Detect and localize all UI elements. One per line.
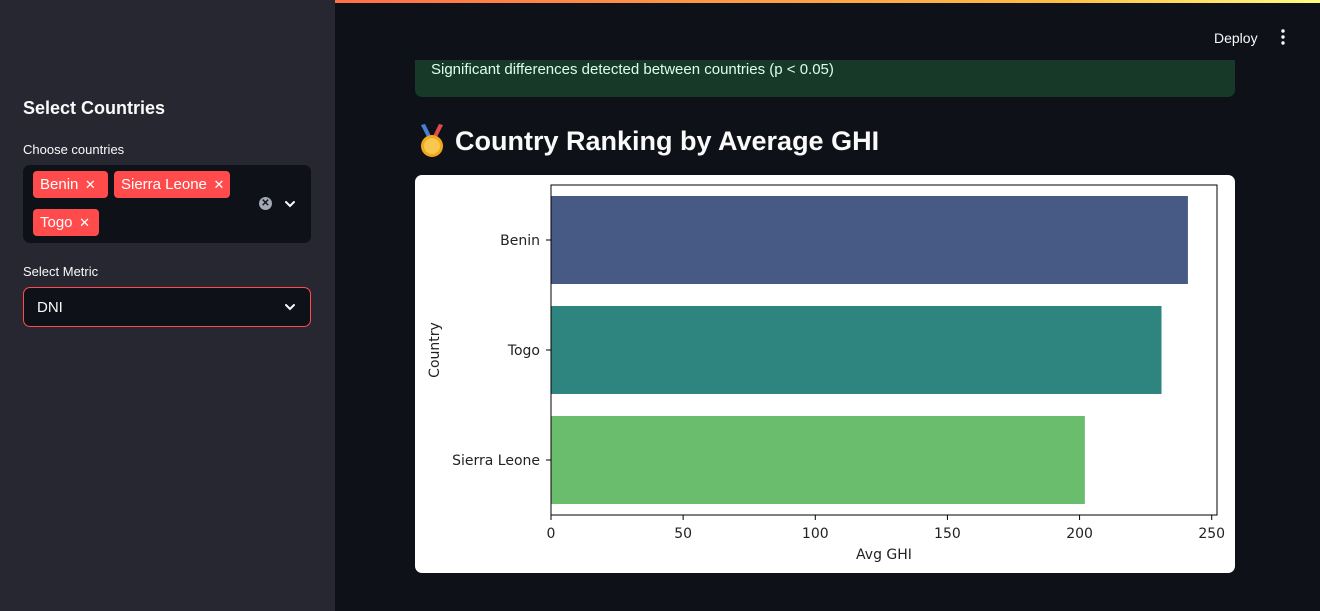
main-menu-icon[interactable] bbox=[1274, 28, 1292, 46]
plot-frame bbox=[550, 184, 1218, 516]
countries-label: Choose countries bbox=[23, 142, 125, 157]
section-title: Country Ranking by Average GHI bbox=[455, 125, 880, 156]
remove-chip-icon[interactable]: ✕ bbox=[84, 177, 96, 192]
x-tick-label: 150 bbox=[934, 526, 961, 542]
sidebar: Select Countries Choose countries Benin ✕… bbox=[0, 0, 335, 611]
metric-select-value: DNI bbox=[37, 299, 63, 316]
chevron-down-icon[interactable] bbox=[284, 301, 296, 313]
country-chip-benin: Benin ✕ bbox=[33, 171, 108, 198]
remove-chip-icon[interactable]: ✕ bbox=[79, 215, 90, 230]
deploy-button[interactable]: Deploy bbox=[1214, 30, 1258, 46]
bar-togo bbox=[551, 306, 1162, 394]
y-tick-label: Togo bbox=[507, 343, 540, 359]
ranking-chart: Benin Togo Sierra Leone 0 50 100 150 200 250 Avg … bbox=[415, 175, 1235, 573]
bar-chart-svg: Benin Togo Sierra Leone 0 50 100 150 200 250 Avg … bbox=[427, 184, 1225, 563]
countries-multiselect[interactable]: Benin ✕ Sierra Leone ✕ Togo ✕ ✕ bbox=[23, 165, 311, 243]
x-tick-label: 250 bbox=[1198, 526, 1225, 542]
y-tick-label: Benin bbox=[500, 233, 540, 249]
clear-all-icon[interactable]: ✕ bbox=[259, 197, 272, 210]
success-alert: Significant differences detected between… bbox=[415, 60, 1235, 97]
bar-benin bbox=[551, 196, 1188, 284]
country-chip-sierra-leone: Sierra Leone ✕ bbox=[114, 171, 230, 198]
x-tick-label: 100 bbox=[802, 526, 829, 542]
y-axis-label: Country bbox=[427, 322, 443, 378]
chip-label: Benin bbox=[40, 176, 79, 193]
chip-label: Togo bbox=[40, 214, 73, 231]
sidebar-title: Select Countries bbox=[23, 98, 166, 118]
bar-sierra-leone bbox=[551, 416, 1085, 504]
metric-label: Select Metric bbox=[23, 264, 99, 279]
metric-select[interactable]: DNI bbox=[23, 287, 311, 327]
x-tick-label: 50 bbox=[674, 526, 692, 542]
chip-label: Sierra Leone bbox=[121, 176, 207, 193]
x-tick-label: 200 bbox=[1066, 526, 1093, 542]
x-axis-label: Avg GHI bbox=[856, 547, 912, 563]
section-heading: Country Ranking by Average GHI bbox=[417, 124, 879, 158]
alert-text: Significant differences detected between… bbox=[431, 61, 834, 78]
chevron-down-icon[interactable] bbox=[284, 198, 296, 210]
top-decoration-bar bbox=[0, 0, 1320, 3]
remove-chip-icon[interactable]: ✕ bbox=[213, 177, 225, 192]
country-chip-togo: Togo ✕ bbox=[33, 209, 99, 236]
y-tick-label: Sierra Leone bbox=[452, 453, 540, 469]
medal-icon bbox=[421, 124, 443, 157]
x-tick-label: 0 bbox=[547, 526, 556, 542]
